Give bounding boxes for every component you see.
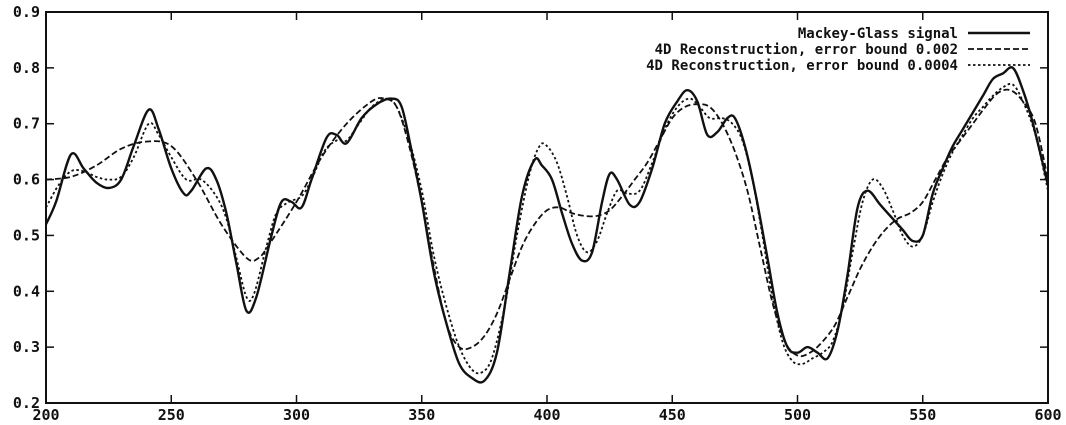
x-tick-label: 500 <box>784 406 811 424</box>
x-tick-label: 300 <box>283 406 310 424</box>
legend-label-mackey-glass: Mackey-Glass signal <box>798 26 958 42</box>
x-tick-label: 200 <box>32 406 59 424</box>
x-tick-label: 550 <box>909 406 936 424</box>
series-lines <box>44 66 1050 384</box>
y-tick-label: 0.7 <box>13 115 40 133</box>
y-tick-label: 0.6 <box>13 171 40 189</box>
x-tick-label: 600 <box>1034 406 1061 424</box>
x-tick-labels: 200 250 300 350 400 450 500 550 600 <box>32 406 1061 424</box>
series-line-mackey-glass <box>44 66 1050 384</box>
y-tick-labels: 0.2 0.3 0.4 0.5 0.6 0.7 0.8 0.9 <box>13 3 40 412</box>
axis-ticks <box>45 11 1049 404</box>
x-tick-label: 250 <box>158 406 185 424</box>
y-tick-label: 0.3 <box>13 338 40 356</box>
plot-area <box>44 66 1050 384</box>
x-tick-label: 350 <box>408 406 435 424</box>
series-line-error-00004 <box>45 82 1049 375</box>
legend: Mackey-Glass signal 4D Reconstruction, e… <box>646 26 1030 74</box>
series-line-error-0002 <box>45 88 1049 358</box>
x-tick-label: 450 <box>659 406 686 424</box>
y-tick-label: 0.4 <box>13 282 40 300</box>
legend-label-error-00004: 4D Reconstruction, error bound 0.0004 <box>646 58 958 74</box>
legend-label-error-0002: 4D Reconstruction, error bound 0.002 <box>655 42 958 58</box>
y-tick-label: 0.9 <box>13 3 40 21</box>
x-tick-label: 400 <box>533 406 560 424</box>
y-tick-label: 0.2 <box>13 394 40 412</box>
y-tick-label: 0.8 <box>13 59 40 77</box>
y-tick-label: 0.5 <box>13 226 40 244</box>
